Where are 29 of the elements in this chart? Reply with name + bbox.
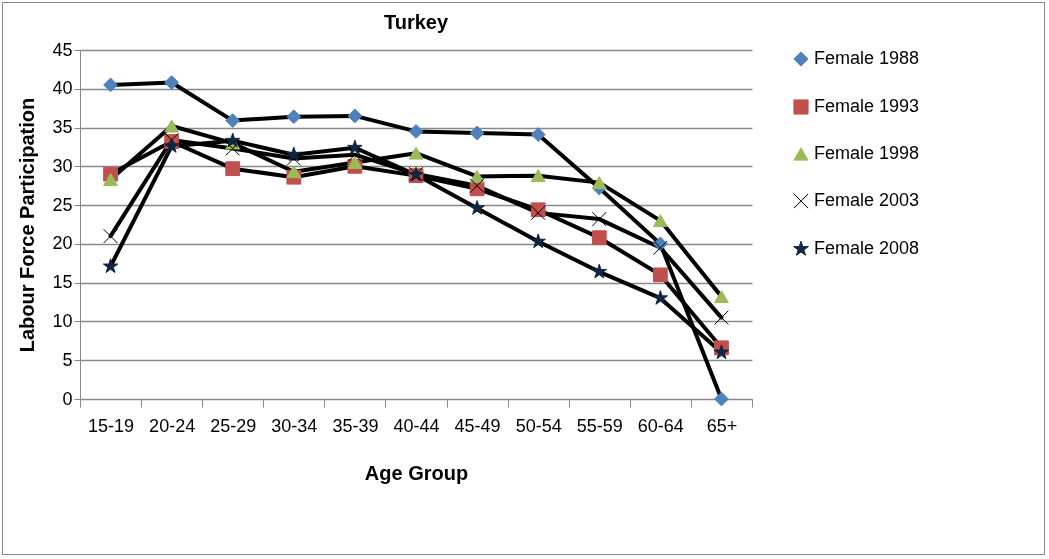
y-axis-title: Labour Force Participation <box>16 97 39 353</box>
x-tick-label: 55-59 <box>576 415 623 436</box>
x-tick-label: 65+ <box>706 415 738 436</box>
x-tick-label: 40-44 <box>393 415 440 436</box>
x-tick-label: 60-64 <box>637 415 684 436</box>
legend-label: Female 2008 <box>814 238 920 258</box>
y-tick-label: 45 <box>52 39 73 60</box>
y-tick-label: 25 <box>52 194 73 215</box>
x-axis-title: Age Group <box>364 461 469 484</box>
legend-label: Female 1998 <box>814 143 920 163</box>
legend-label: Female 2003 <box>814 190 920 210</box>
x-tick-label: 25-29 <box>210 415 257 436</box>
x-tick-label: 15-19 <box>88 415 135 436</box>
x-tick-label: 30-34 <box>271 415 318 436</box>
y-tick-label: 10 <box>52 310 73 331</box>
y-tick-label: 0 <box>62 388 73 409</box>
y-tick-label: 15 <box>52 272 73 293</box>
x-tick-label: 45-49 <box>454 415 501 436</box>
chart-title: Turkey <box>383 11 449 33</box>
legend-label: Female 1988 <box>814 48 920 68</box>
x-tick-label: 50-54 <box>515 415 562 436</box>
x-tick-label: 20-24 <box>149 415 196 436</box>
y-tick-label: 5 <box>62 349 73 370</box>
legend-label: Female 1993 <box>814 96 920 116</box>
x-tick-label: 35-39 <box>332 415 379 436</box>
y-tick-label: 20 <box>52 233 73 254</box>
y-tick-label: 30 <box>52 155 73 176</box>
y-tick-label: 40 <box>52 78 73 99</box>
y-tick-label: 35 <box>52 117 73 138</box>
